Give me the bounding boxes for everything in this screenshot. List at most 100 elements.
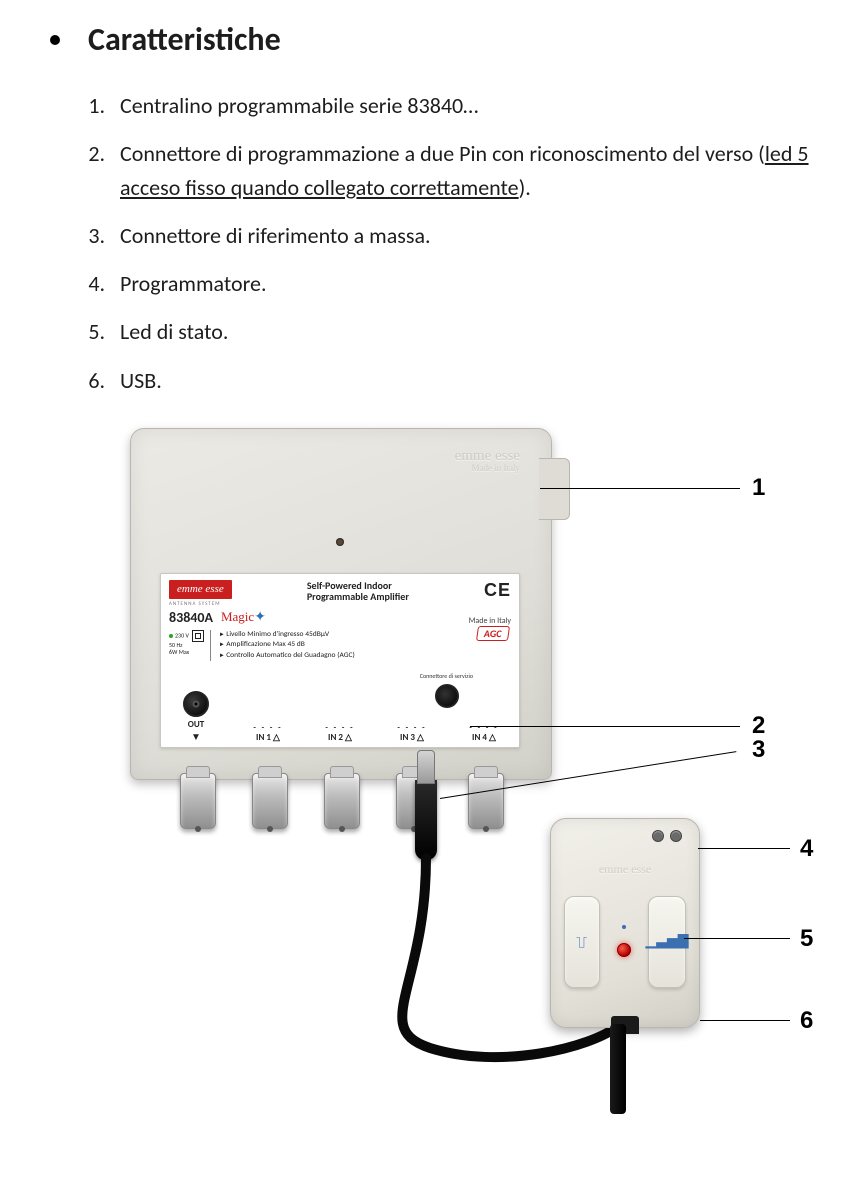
list-item: USB. (110, 364, 813, 398)
made-in-label: Made in Italy (469, 616, 511, 626)
programmer-pin-header (652, 830, 682, 842)
model-number: 83840A (169, 609, 213, 626)
port-in3: - - - - IN 3 △ (385, 724, 439, 743)
list-item: Programmatore. (110, 267, 813, 301)
triangle-icon: △ (489, 732, 496, 743)
list-item-text: Programmatore. (120, 270, 267, 297)
out-label: OUT (169, 719, 223, 730)
pin-icon (652, 830, 664, 842)
service-connector-label: Connettore di servizio (420, 672, 473, 680)
brand-badge: emme esse (169, 580, 232, 599)
list-item-text: Connettore di riferimento a massa. (120, 222, 431, 249)
feature-specs: Livello Minimo d'ingresso 45dBµV Amplifi… (219, 630, 511, 662)
power-led-icon (169, 634, 173, 638)
list-item: Connettore di programmazione a due Pin c… (110, 137, 813, 205)
triangle-icon: △ (417, 732, 424, 743)
list-item: Centralino programmabile serie 83840… (110, 89, 813, 123)
callout-6: 6 (800, 1007, 813, 1035)
blue-dot-icon (622, 925, 626, 929)
spec-line: Amplificazione Max 45 dB (219, 640, 511, 651)
in1-label: IN 1 (256, 732, 271, 743)
star-icon: ✦ (254, 610, 266, 625)
product-title: Self-Powered Indoor Programmable Amplifi… (307, 580, 409, 603)
page: Caratteristiche Centralino programmabile… (0, 0, 863, 1148)
list-item: Led di stato. (110, 315, 813, 349)
f-connector (252, 773, 288, 829)
port-dashes: - - - - (385, 724, 439, 732)
status-led (617, 943, 631, 957)
brand-subtitle: ANTENNA SYSTEM (169, 601, 232, 607)
down-arrow-icon: ▼ (169, 730, 223, 743)
in3-label: IN 3 (400, 732, 415, 743)
double-insulation-icon (192, 630, 204, 642)
f-connector (468, 773, 504, 829)
label-top-row: emme esse ANTENNA SYSTEM Self-Powered In… (169, 580, 511, 607)
programmer-emboss: emme esse (550, 862, 700, 877)
magic-text: Magic (221, 609, 254, 624)
agc-badge: AGC (476, 626, 510, 641)
usb-cable (610, 1024, 626, 1114)
f-connector-row (180, 773, 504, 829)
pin-icon (670, 830, 682, 842)
product-diagram: emme esse Made in Italy emme esse ANTENN… (70, 428, 830, 1108)
port-in2: - - - - IN 2 △ (313, 724, 367, 743)
leader-line (684, 938, 790, 939)
programmer-prog-button: ▁▃▅▇ (648, 896, 686, 988)
callout-4: 4 (800, 835, 813, 863)
f-connector (180, 773, 216, 829)
in4-label: IN 4 (472, 732, 487, 743)
product-title-line2: Programmable Amplifier (307, 591, 409, 603)
leader-line (540, 488, 740, 489)
programmer-unit: emme esse ⎍ ▁▃▅▇ (550, 818, 700, 1028)
bullet-icon (50, 35, 60, 45)
page-title: Caratteristiche (88, 20, 281, 59)
leader-line (700, 1020, 790, 1021)
amplifier-top-led (336, 538, 344, 546)
list-item-text: Centralino programmabile serie 83840… (120, 92, 478, 119)
label-specs: 230 V 50 Hz 6W Max Livello Minimo d'ingr… (169, 630, 511, 662)
callout-5: 5 (800, 925, 813, 953)
triangle-icon: △ (273, 732, 280, 743)
in2-label: IN 2 (328, 732, 343, 743)
amplifier-mount-tab (539, 458, 570, 520)
out-attenuator-knob (183, 691, 209, 717)
list-item-text: Led di stato. (120, 318, 228, 345)
amplifier-emboss: emme esse Made in Italy (455, 448, 520, 474)
usb-icon: ⎍ (576, 932, 587, 951)
list-item: Connettore di riferimento a massa. (110, 219, 813, 253)
power-watt: 6W Max (169, 648, 189, 656)
heading-row: Caratteristiche (50, 20, 813, 59)
spec-line: Livello Minimo d'ingresso 45dBµV (219, 630, 511, 641)
emboss-brand: emme esse (455, 448, 520, 465)
programmer-buttons: ⎍ ▁▃▅▇ (564, 896, 686, 988)
magic-logo: Magic✦ (221, 609, 266, 626)
features-list: Centralino programmabile serie 83840… Co… (50, 89, 813, 398)
power-specs: 230 V 50 Hz 6W Max (169, 630, 211, 662)
callout-3: 3 (752, 736, 765, 764)
port-out: OUT ▼ (169, 691, 223, 743)
emboss-made-in: Made in Italy (455, 464, 520, 474)
spec-line: Controllo Automatico del Guadagno (AGC) (219, 651, 511, 662)
callout-1: 1 (752, 474, 765, 502)
port-in1: - - - - IN 1 △ (241, 724, 295, 743)
brand-column: emme esse ANTENNA SYSTEM (169, 580, 232, 607)
leader-line (698, 848, 790, 849)
programmer-usb-button: ⎍ (564, 896, 600, 988)
leader-line (470, 726, 740, 727)
service-plug (415, 780, 437, 860)
list-item-text: USB. (120, 367, 162, 394)
port-dashes: - - - - (241, 724, 295, 732)
label-panel: emme esse ANTENNA SYSTEM Self-Powered In… (160, 573, 520, 748)
signal-bars-icon: ▁▃▅▇ (645, 937, 688, 945)
triangle-icon: △ (345, 732, 352, 743)
label-model-row: 83840A Magic✦ Made in Italy (169, 609, 511, 626)
programmer-center (608, 896, 640, 986)
power-voltage: 230 V (175, 631, 189, 639)
ports-row: OUT ▼ - - - - IN 1 △ - - - - IN 2 △ - - … (169, 691, 511, 743)
port-dashes: - - - - (313, 724, 367, 732)
list-item-text-after: ). (519, 174, 531, 201)
f-connector (324, 773, 360, 829)
ce-mark-icon: CE (484, 580, 511, 601)
amplifier-unit: emme esse Made in Italy emme esse ANTENN… (130, 428, 550, 828)
list-item-text: Connettore di programmazione a due Pin c… (120, 140, 765, 167)
